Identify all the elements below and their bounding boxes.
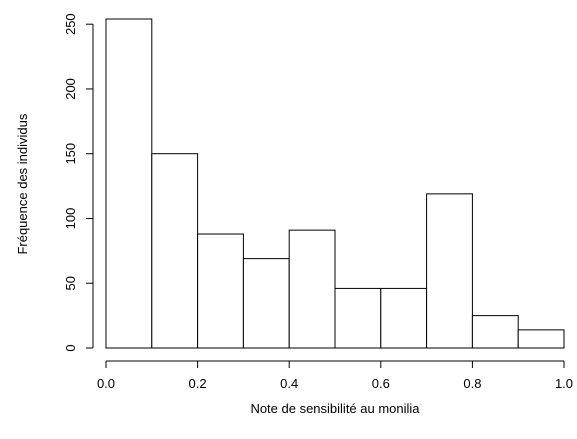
histogram-bar <box>471 315 519 349</box>
x-tick-label: 0.8 <box>463 376 481 391</box>
y-tick-label: 50 <box>63 276 78 290</box>
y-tick-label: 100 <box>63 208 78 230</box>
histogram-bar <box>426 193 473 349</box>
y-tick-label: 250 <box>63 13 78 35</box>
x-axis: 0.0 0.2 0.4 0.6 0.8 1.0 <box>97 360 573 391</box>
histogram-bar <box>105 18 153 349</box>
y-axis-title: Fréquence des individus <box>15 113 30 254</box>
y-tick-label: 150 <box>63 143 78 165</box>
x-axis-title: Note de sensibilité au monilia <box>250 401 420 416</box>
x-tick-label: 0.2 <box>189 376 207 391</box>
x-tick-label: 0.6 <box>372 376 390 391</box>
y-tick-label: 0 <box>63 344 78 351</box>
y-axis: 0 50 100 150 200 250 <box>63 13 94 352</box>
x-tick-label: 0.0 <box>97 376 115 391</box>
histogram-bar <box>517 329 565 349</box>
histogram-bar <box>334 287 382 349</box>
histogram-bar <box>288 229 336 349</box>
histogram-bar <box>197 233 244 349</box>
y-tick-label: 200 <box>63 78 78 100</box>
histogram-bar <box>380 287 428 349</box>
bars-group <box>105 18 565 349</box>
histogram-bar <box>151 153 199 349</box>
histogram-bar <box>242 258 290 349</box>
x-tick-label: 0.4 <box>280 376 298 391</box>
x-tick-label: 1.0 <box>555 376 573 391</box>
